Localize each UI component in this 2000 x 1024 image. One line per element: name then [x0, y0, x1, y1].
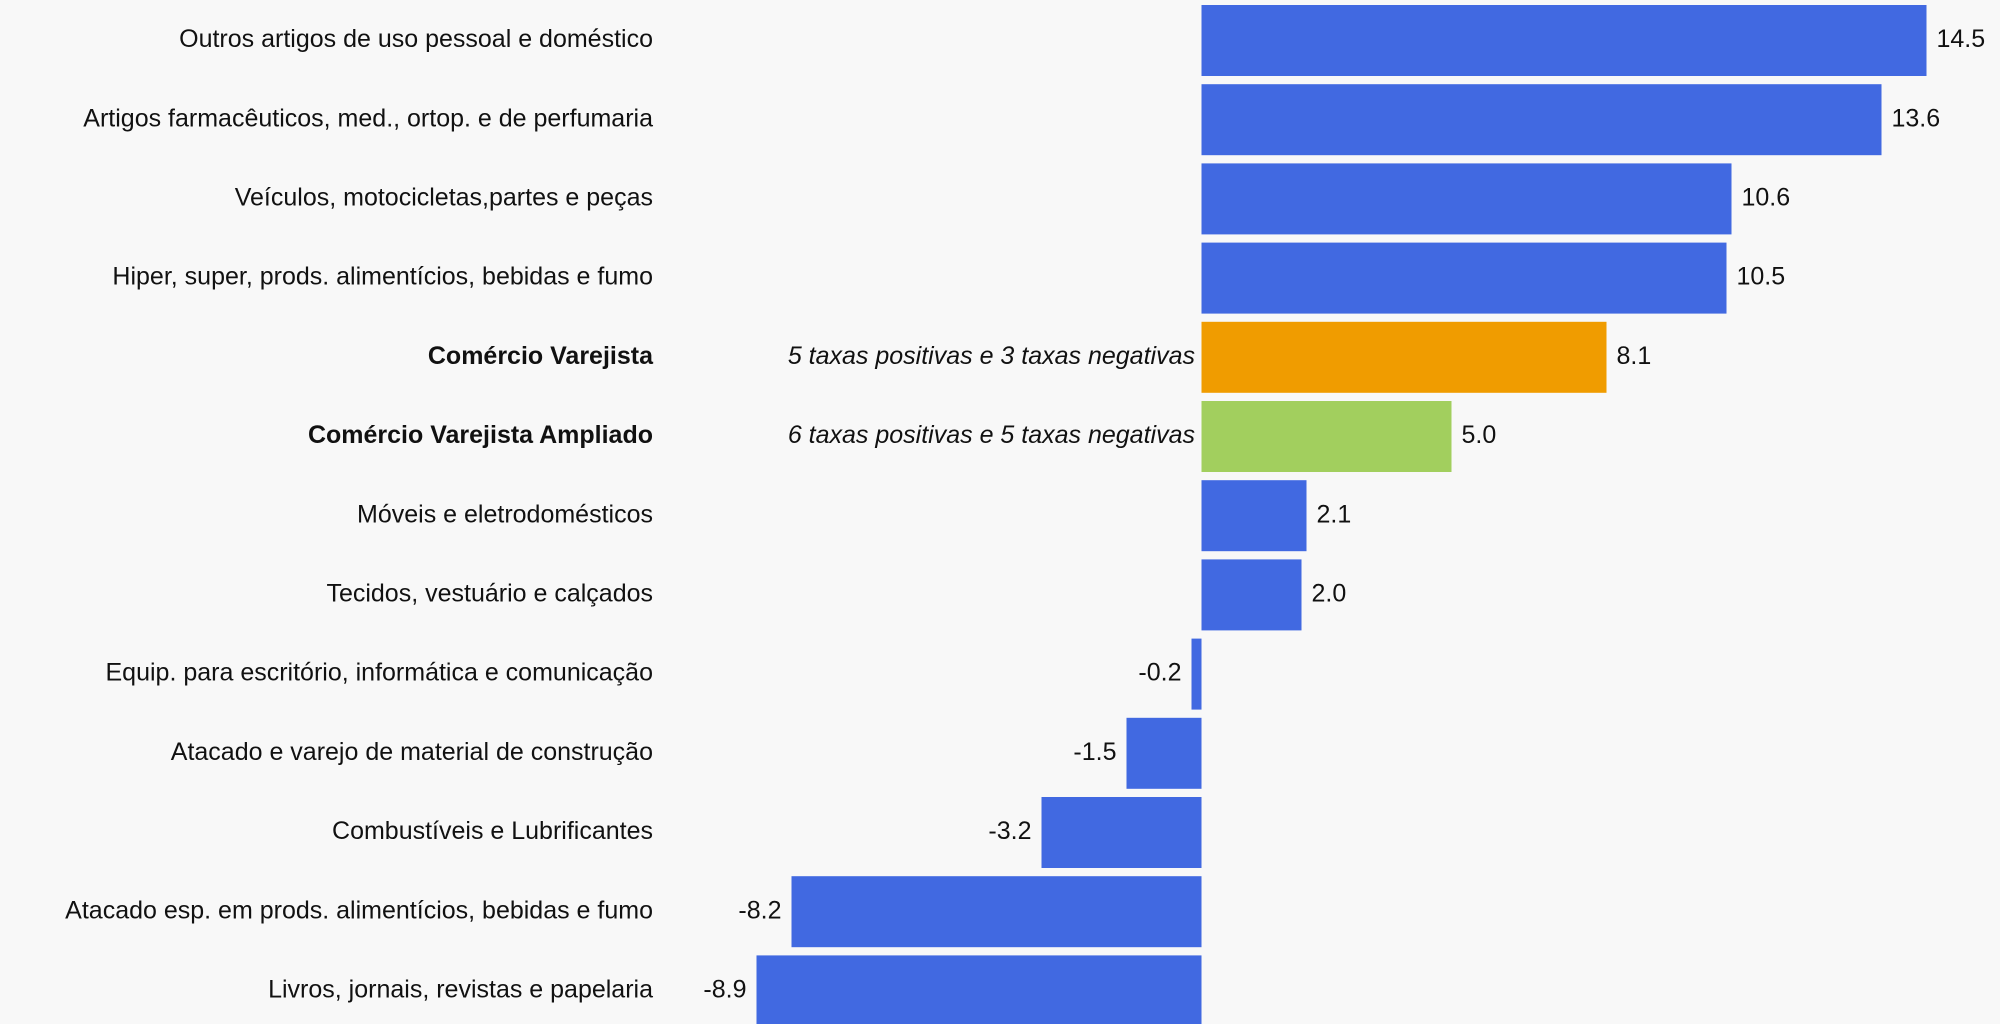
category-label: Equip. para escritório, informática e co… [106, 659, 654, 687]
value-label: 2.0 [1312, 580, 1347, 608]
bar [1126, 717, 1202, 789]
bar [1201, 5, 1927, 76]
value-label: -8.2 [738, 896, 781, 924]
value-label: -0.2 [1138, 659, 1181, 687]
value-label: -3.2 [988, 817, 1031, 845]
value-label: 10.6 [1742, 184, 1791, 212]
value-label: 14.5 [1937, 25, 1986, 53]
annotation: 6 taxas positivas e 5 taxas negativas [788, 421, 1195, 449]
bar [1201, 242, 1727, 314]
bar [1201, 559, 1302, 631]
bar [756, 955, 1202, 1024]
category-label: Comércio Varejista Ampliado [308, 421, 653, 449]
bar [1041, 797, 1202, 868]
category-label: Móveis e eletrodomésticos [357, 500, 653, 528]
bar [1201, 321, 1607, 393]
bar [1201, 84, 1882, 156]
category-label: Tecidos, vestuário e calçados [326, 580, 653, 608]
bar [1191, 638, 1202, 710]
value-label: 13.6 [1892, 104, 1941, 132]
value-label: 5.0 [1462, 421, 1497, 449]
category-label: Atacado e varejo de material de construç… [171, 738, 653, 766]
category-label: Hiper, super, prods. alimentícios, bebid… [112, 263, 653, 291]
category-label: Artigos farmacêuticos, med., ortop. e de… [83, 104, 653, 132]
category-label: Atacado esp. em prods. alimentícios, beb… [65, 896, 653, 924]
category-label: Livros, jornais, revistas e papelaria [268, 976, 653, 1004]
value-label: 2.1 [1317, 500, 1352, 528]
category-label: Comércio Varejista [428, 342, 654, 370]
bar [1201, 480, 1307, 552]
value-label: -8.9 [703, 976, 746, 1004]
value-label: -1.5 [1073, 738, 1116, 766]
category-label: Combustíveis e Lubrificantes [332, 817, 653, 845]
bar [1201, 401, 1452, 472]
category-label: Veículos, motocicletas,partes e peças [235, 184, 653, 212]
category-label: Outros artigos de uso pessoal e doméstic… [179, 25, 653, 53]
annotation: 5 taxas positivas e 3 taxas negativas [788, 342, 1195, 370]
value-label: 8.1 [1617, 342, 1652, 370]
bar [791, 876, 1202, 948]
value-label: 10.5 [1737, 263, 1786, 291]
bar [1201, 163, 1732, 235]
